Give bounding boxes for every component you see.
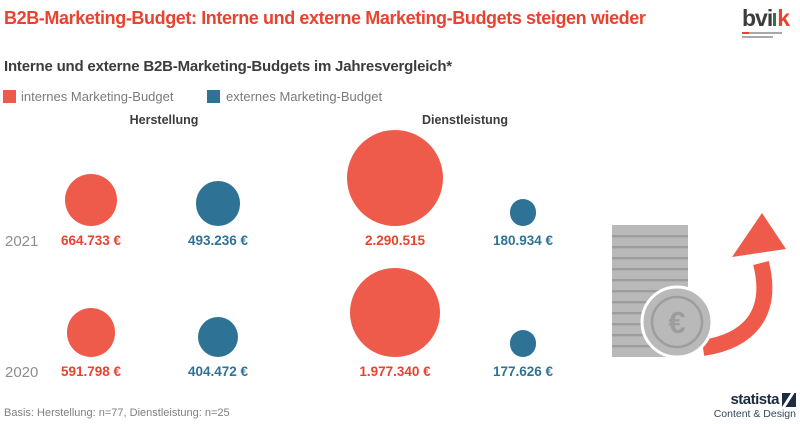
bubble-2020-dienstleistung-intern [350, 267, 440, 357]
bubble-value-2020-dienstleistung-intern: 1.977.340 € [359, 364, 431, 379]
statista-tagline: Content & Design [713, 408, 796, 420]
bvik-tagline-line [742, 32, 782, 34]
statista-mark-icon [782, 392, 796, 407]
bubble-value-2020-herstellung-extern: 404.472 € [187, 364, 249, 379]
statista-logo: statista Content & Design [714, 392, 796, 420]
bvik-wordmark-bvi: bvi [742, 5, 773, 31]
bvik-wordmark-k: k [777, 5, 790, 31]
growth-arrow-icon [701, 213, 786, 356]
page-title: B2B-Marketing-Budget: Interne und extern… [4, 8, 646, 28]
money-growth-graphic: € [612, 213, 786, 359]
bubble-value-2021-herstellung-intern: 664.733 € [60, 233, 122, 248]
bubble-2020-herstellung-extern [197, 316, 239, 357]
legend-label-externes: externes Marketing-Budget [226, 89, 383, 104]
group-header-herstellung: Herstellung [129, 113, 199, 127]
bubble-2020-dienstleistung-extern [509, 330, 537, 357]
bubble-value-2021-dienstleistung-extern: 180.934 € [492, 233, 554, 248]
legend-swatch-externes [207, 90, 220, 103]
bvik-stripe-icon [773, 13, 777, 26]
footnote: Basis: Herstellung: n=77, Dienstleistung… [4, 407, 230, 419]
bubble-value-2020-dienstleistung-extern: 177.626 € [492, 364, 554, 379]
statista-wordmark: statista [730, 391, 779, 408]
bubble-2021-herstellung-extern [195, 181, 241, 226]
bubble-value-2021-dienstleistung-intern: 2.290.515 [364, 233, 426, 248]
bvik-tagline-line [742, 36, 773, 38]
bubble-value-2020-herstellung-intern: 591.798 € [60, 364, 122, 379]
bvik-wordmark: bvi k [742, 6, 794, 30]
bubble-value-2021-herstellung-extern: 493.236 € [187, 233, 249, 248]
group-header-dienstleistung: Dienstleistung [421, 113, 509, 127]
chart-subtitle: Interne und externe B2B-Marketing-Budget… [4, 58, 452, 75]
bubble-2021-dienstleistung-intern [347, 130, 443, 226]
bubble-2020-herstellung-intern [66, 308, 116, 357]
legend-swatch-internes [3, 90, 16, 103]
year-label-2021: 2021 [5, 233, 39, 250]
bvik-logo: bvi k [742, 6, 794, 38]
euro-coin-icon: € [640, 285, 714, 359]
bubble-2021-dienstleistung-extern [509, 199, 537, 226]
bubble-2021-herstellung-intern [65, 174, 117, 226]
euro-symbol: € [668, 305, 685, 340]
year-label-2020: 2020 [5, 364, 39, 381]
legend-label-internes: internes Marketing-Budget [21, 89, 174, 104]
